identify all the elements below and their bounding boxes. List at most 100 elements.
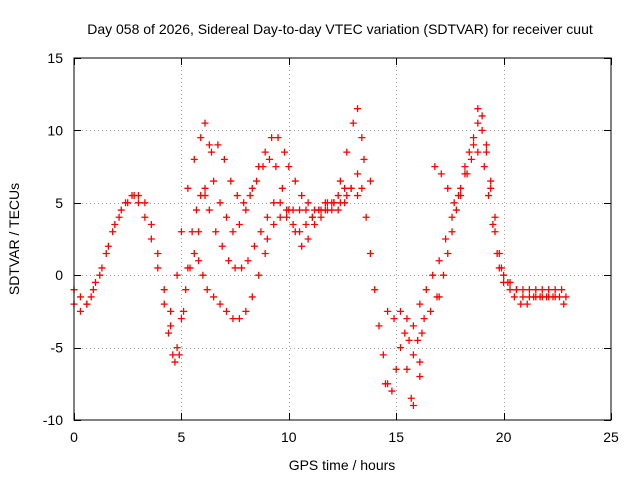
data-point-marker [558,286,566,294]
data-point-marker [506,278,514,286]
x-axis-label: GPS time / hours [289,457,396,473]
data-point-marker [210,177,218,185]
data-point-marker [167,322,175,330]
data-point-marker [274,134,282,142]
data-series [431,105,568,308]
data-point-marker [467,155,475,163]
data-point-marker [177,315,185,323]
data-point-marker [212,228,220,236]
data-point-marker [474,148,482,156]
data-point-marker [190,155,198,163]
data-point-marker [396,344,404,352]
data-point-marker [519,286,527,294]
y-tick-label: 0 [55,267,63,283]
data-point-marker [205,206,213,214]
data-point-marker [175,351,183,359]
data-point-marker [128,192,136,200]
data-point-marker [242,307,250,315]
data-point-marker [452,206,460,214]
data-point-marker [470,134,478,142]
data-point-marker [420,315,428,323]
data-point-marker [154,264,162,272]
data-point-marker [358,184,366,192]
data-point-marker [375,322,383,330]
data-point-marker [263,235,271,243]
data-point-marker [283,213,291,221]
data-point-marker [141,213,149,221]
data-point-marker [257,228,265,236]
data-point-marker [506,286,514,294]
data-point-marker [109,228,117,236]
data-point-marker [104,242,112,250]
data-point-marker [463,170,471,178]
data-point-marker [192,206,200,214]
data-point-marker [278,184,286,192]
data-point-marker [405,336,413,344]
data-point-marker [238,264,246,272]
data-point-marker [195,228,203,236]
x-tick-label: 0 [70,429,78,445]
data-point-marker [188,228,196,236]
data-point-marker [160,300,168,308]
data-point-marker [489,221,497,229]
y-tick-label: 10 [47,122,63,138]
data-point-marker [227,177,235,185]
data-point-marker [302,221,310,229]
data-point-marker [431,163,439,171]
data-point-marker [450,199,458,207]
data-point-marker [147,235,155,243]
data-point-marker [495,249,503,257]
data-point-marker [323,206,331,214]
data-markers [70,105,570,410]
data-point-marker [510,293,518,301]
data-point-marker [248,293,256,301]
data-point-marker [384,307,392,315]
data-point-marker [343,192,351,200]
data-point-marker [302,206,310,214]
data-point-marker [141,199,149,207]
data-point-marker [390,315,398,323]
data-point-marker [409,322,417,330]
y-tick-label: -5 [51,340,64,356]
data-point-marker [89,286,97,294]
data-point-marker [470,141,478,149]
data-point-marker [409,351,417,359]
data-point-marker [491,228,499,236]
data-point-marker [91,278,99,286]
data-point-marker [427,307,435,315]
data-point-marker [401,329,409,337]
data-point-marker [276,199,284,207]
y-tick-label: -10 [43,412,63,428]
data-point-marker [381,380,389,388]
data-point-marker [551,286,559,294]
data-point-marker [560,300,568,308]
data-point-marker [115,213,123,221]
data-point-marker [409,402,417,410]
data-point-marker [246,192,254,200]
data-point-marker [336,199,344,207]
data-point-marker [160,286,168,294]
data-point-marker [545,293,553,301]
data-point-marker [229,315,237,323]
data-point-marker [265,155,273,163]
data-point-marker [360,155,368,163]
data-point-marker [311,206,319,214]
data-point-marker [285,163,293,171]
x-tick-label: 15 [388,429,404,445]
data-point-marker [341,184,349,192]
data-point-marker [220,155,228,163]
data-point-marker [519,293,527,301]
data-point-marker [214,141,222,149]
data-series [358,134,443,410]
data-point-marker [538,286,546,294]
data-point-marker [354,192,362,200]
data-point-marker [169,351,177,359]
data-point-marker [379,351,387,359]
data-point-marker [358,134,366,142]
data-point-marker [83,300,91,308]
y-axis-label: SDTVAR / TECUs [6,183,22,295]
data-point-marker [330,199,338,207]
data-point-marker [444,184,452,192]
data-point-marker [76,293,84,301]
data-point-marker [362,213,370,221]
